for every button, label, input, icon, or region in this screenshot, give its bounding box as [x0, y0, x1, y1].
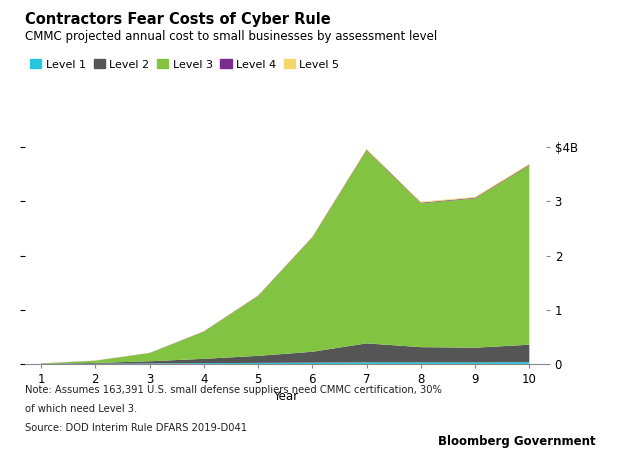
Legend: Level 1, Level 2, Level 3, Level 4, Level 5: Level 1, Level 2, Level 3, Level 4, Leve…	[30, 59, 340, 70]
Text: of which need Level 3.: of which need Level 3.	[25, 404, 137, 414]
X-axis label: Year: Year	[273, 390, 298, 403]
Text: Bloomberg Government: Bloomberg Government	[438, 435, 595, 448]
Text: Contractors Fear Costs of Cyber Rule: Contractors Fear Costs of Cyber Rule	[25, 12, 330, 27]
Text: CMMC projected annual cost to small businesses by assessment level: CMMC projected annual cost to small busi…	[25, 30, 437, 43]
Text: Source: DOD Interim Rule DFARS 2019-D041: Source: DOD Interim Rule DFARS 2019-D041	[25, 423, 247, 432]
Text: Note: Assumes 163,391 U.S. small defense suppliers need CMMC certification, 30%: Note: Assumes 163,391 U.S. small defense…	[25, 385, 441, 395]
